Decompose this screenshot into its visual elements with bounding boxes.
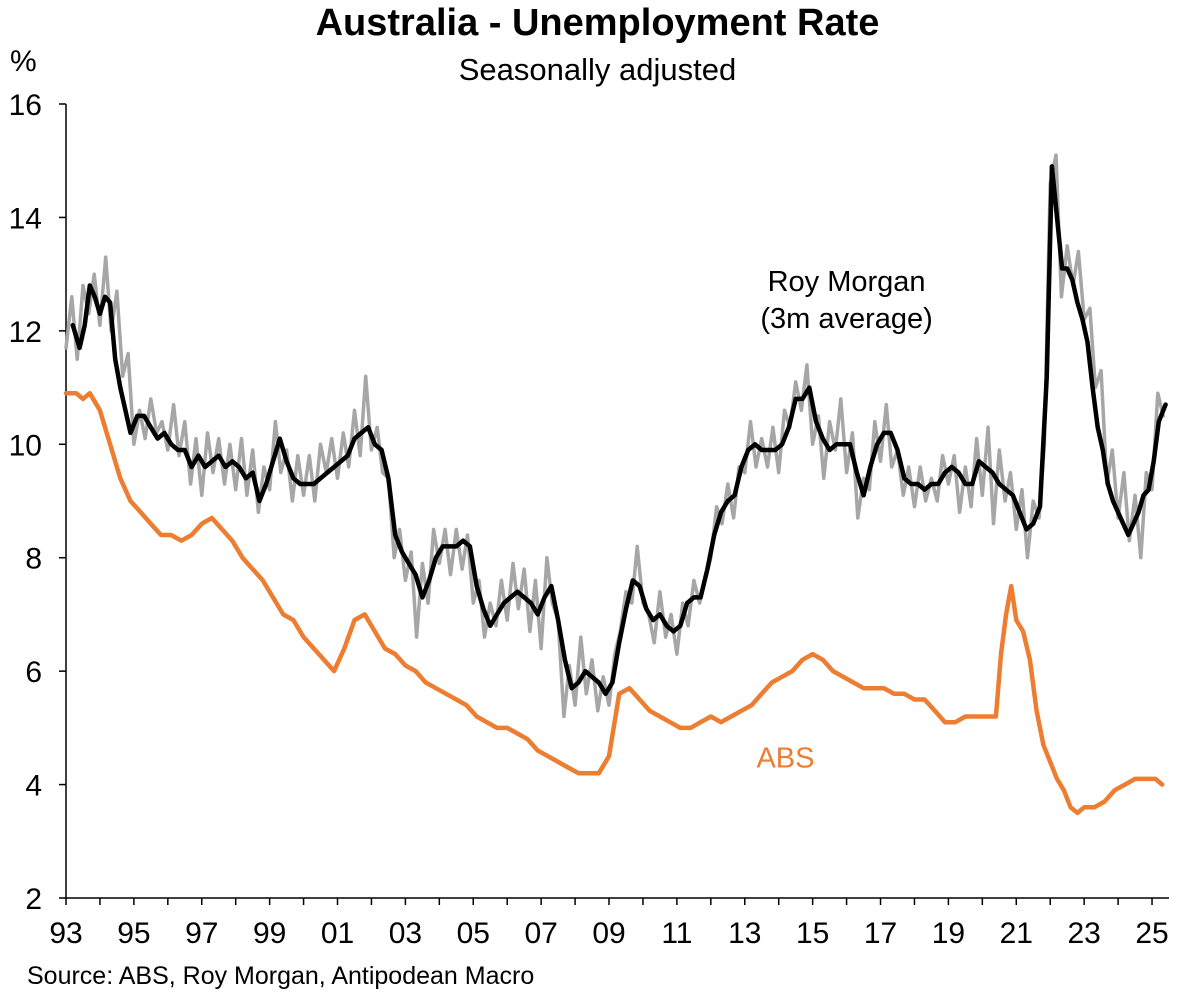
x-tick-label: 17 [864, 917, 897, 950]
y-tick-label: 14 [9, 202, 42, 235]
x-tick-label: 23 [1067, 917, 1100, 950]
x-tick-label: 93 [49, 917, 82, 950]
abs-unemployment-line [63, 390, 1165, 816]
x-tick-label: 03 [389, 917, 422, 950]
chart-annotations: Roy Morgan (3m average) ABS [756, 266, 932, 774]
x-tick-label: 25 [1135, 917, 1168, 950]
annotation-label: Roy Morgan [768, 266, 926, 298]
y-tick-label: 10 [9, 429, 42, 462]
y-tick-label: 4 [25, 770, 42, 803]
annotation-label: ABS [756, 743, 814, 775]
roy-morgan-monthly-line [64, 153, 1165, 719]
y-tick-label: 12 [9, 316, 42, 349]
chart-title: Australia - Unemployment Rate [315, 2, 880, 44]
y-tick-label: 8 [25, 543, 42, 576]
chart-subtitle: Seasonally adjusted [458, 52, 737, 87]
x-tick-label: 11 [661, 917, 692, 950]
x-tick-label: 21 [1000, 917, 1033, 950]
x-tick-label: 07 [524, 917, 557, 950]
y-tick-label: 2 [25, 883, 42, 916]
x-tick-label: 09 [592, 917, 625, 950]
x-tick-label: 19 [932, 917, 965, 950]
x-tick-label: 97 [185, 917, 218, 950]
source-note: Source: ABS, Roy Morgan, Antipodean Macr… [27, 962, 535, 990]
x-tick-label: 15 [796, 917, 829, 950]
x-tick-label: 95 [117, 917, 150, 950]
roy-morgan-3m-average-line [70, 164, 1168, 697]
chart-axes: 2 4 6 8 10 12 14 16 93 95 97 99 01 03 05 07 09 11 13 15 17 19… [9, 89, 1169, 950]
annotation-label: (3m average) [760, 303, 932, 335]
x-tick-label: 99 [253, 917, 286, 950]
x-tick-label: 01 [321, 917, 354, 950]
y-tick-label: 6 [25, 656, 42, 689]
x-tick-label: 05 [457, 917, 490, 950]
y-tick-label: 16 [9, 89, 42, 122]
x-tick-label: 13 [728, 917, 761, 950]
y-axis-unit-label: % [10, 45, 37, 78]
chart-series [63, 153, 1168, 816]
